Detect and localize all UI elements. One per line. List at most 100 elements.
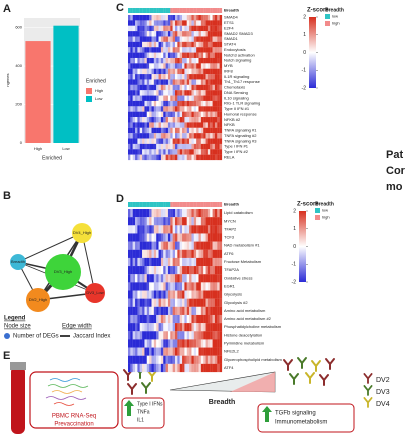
heat-cell <box>153 84 157 91</box>
heat-cell <box>167 57 171 64</box>
heat-cell <box>128 36 131 42</box>
heat-cell <box>167 122 171 128</box>
heat-cell <box>149 355 152 364</box>
heat-cell <box>170 323 173 332</box>
heat-cell <box>212 20 216 26</box>
heat-cell <box>163 233 166 242</box>
heat-cell <box>153 217 157 226</box>
x-axis-label: Enriched <box>42 155 62 161</box>
heat-cell <box>175 31 178 37</box>
heat-cell <box>184 68 187 75</box>
heat-cell <box>139 122 143 128</box>
heat-cell <box>191 68 194 75</box>
heat-cell <box>128 257 131 267</box>
heat-cell <box>210 314 213 324</box>
heat-cell <box>158 331 161 340</box>
heat-cell <box>151 25 154 32</box>
heat-cell <box>165 257 169 267</box>
heat-cell <box>170 257 173 267</box>
heat-cell <box>137 266 140 275</box>
heat-cell <box>160 217 164 226</box>
breadth-cell <box>189 202 192 207</box>
heat-cell <box>193 122 197 128</box>
breadth-cell <box>203 202 206 207</box>
heat-cell <box>170 282 173 291</box>
heat-cell <box>186 257 190 267</box>
heat-cell <box>217 90 220 96</box>
heat-cell <box>203 209 206 218</box>
heat-cell <box>172 143 176 150</box>
heat-cell <box>205 241 208 250</box>
scale-tick-label: 1 <box>303 32 306 38</box>
heat-cell <box>130 31 133 37</box>
heat-cell <box>186 25 190 32</box>
heat-cell <box>200 323 204 332</box>
heat-cell <box>196 63 199 69</box>
heat-cell <box>165 47 169 53</box>
heat-cell <box>184 363 187 373</box>
heat-cell <box>184 111 187 118</box>
heat-cell <box>177 47 180 53</box>
heat-cell <box>153 106 157 112</box>
heat-cell <box>144 249 147 258</box>
heat-cell <box>184 143 187 150</box>
row-label: MYCN <box>224 218 236 223</box>
heat-cell <box>203 25 206 32</box>
heat-cell <box>153 52 157 59</box>
heat-cell <box>200 117 204 123</box>
heat-cell <box>205 323 208 332</box>
heat-cell <box>142 79 145 85</box>
heat-cell <box>149 314 152 324</box>
heat-cell <box>128 138 131 144</box>
heat-cell <box>179 355 183 364</box>
heat-cell <box>203 138 206 144</box>
heat-cell <box>219 143 223 150</box>
heat-cell <box>175 217 178 226</box>
heat-cell <box>177 68 180 75</box>
heat-cell <box>130 36 133 42</box>
heat-cell <box>167 36 171 42</box>
heat-cell <box>189 355 192 364</box>
heat-cell <box>137 25 140 32</box>
heat-cell <box>172 249 176 258</box>
heat-cell <box>137 138 140 144</box>
heat-cell <box>167 323 171 332</box>
heat-cell <box>179 306 183 316</box>
heat-cell <box>207 323 211 332</box>
heat-cell <box>130 57 133 64</box>
heat-cell <box>207 347 211 356</box>
heat-cell <box>198 52 201 59</box>
heat-cell <box>184 339 187 348</box>
panel-label: D <box>116 193 124 205</box>
heat-cell <box>186 74 190 80</box>
heat-cell <box>196 314 199 324</box>
heat-cell <box>198 25 201 32</box>
heat-cell <box>137 15 140 21</box>
heat-cell <box>158 282 161 291</box>
heat-cell <box>175 257 178 267</box>
heat-cell <box>163 74 166 80</box>
heat-cell <box>210 100 213 107</box>
heat-cell <box>170 100 173 107</box>
heat-cell <box>182 63 185 69</box>
heat-cell <box>137 241 140 250</box>
heat-cell <box>153 298 157 307</box>
heat-cell <box>217 25 220 32</box>
heat-cell <box>177 347 180 356</box>
heat-cell <box>158 339 161 348</box>
heat-cell <box>160 339 164 348</box>
heat-cell <box>186 138 190 144</box>
breadth-cell <box>210 8 213 13</box>
scale-title: Z-score <box>307 8 329 14</box>
heat-cell <box>165 217 169 226</box>
heat-cell <box>128 241 131 250</box>
heat-cell <box>184 133 187 139</box>
pathway: Immunometabolism <box>275 420 327 426</box>
node-label: Breadth <box>11 259 25 264</box>
heat-cell <box>167 63 171 69</box>
heat-cell <box>217 339 220 348</box>
row-label: IRF8 <box>224 68 233 73</box>
heat-cell <box>210 266 213 275</box>
heat-cell <box>130 41 133 48</box>
heat-cell <box>179 63 183 69</box>
